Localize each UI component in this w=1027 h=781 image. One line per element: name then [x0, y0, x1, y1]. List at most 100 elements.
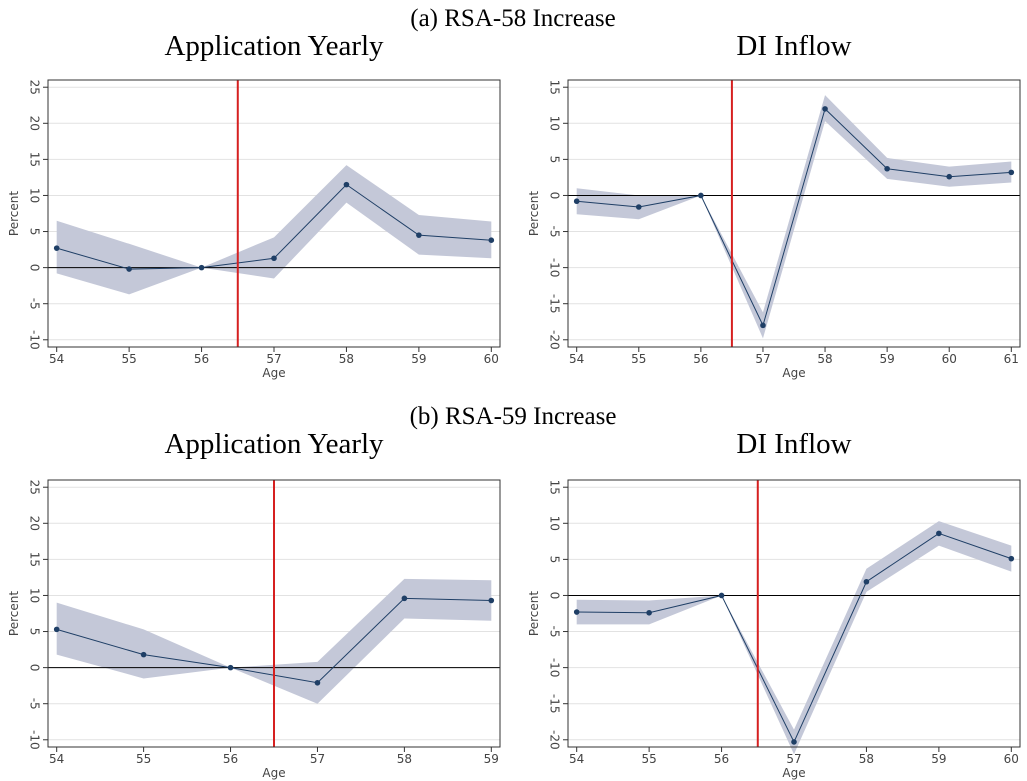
x-tick-label: 56 — [693, 352, 708, 366]
y-tick-label: 10 — [28, 188, 42, 203]
x-tick-label: 57 — [786, 752, 801, 766]
x-tick-label: 55 — [631, 352, 646, 366]
chart-panel: Application Yearly -10 -5 0 5 10 15 20 25 54 55 56 5… — [7, 428, 501, 780]
y-axis-label: Percent — [7, 591, 21, 636]
point — [760, 322, 766, 329]
y-tick-label: -15 — [548, 694, 562, 714]
y-axis-label: Percent — [7, 191, 21, 236]
series-line — [576, 107, 1012, 327]
x-tick-label: 54 — [569, 752, 584, 766]
y-tick-label: 10 — [548, 116, 562, 131]
x-axis-label: Age — [782, 766, 805, 780]
point — [791, 739, 797, 745]
y-tick-label: 15 — [548, 480, 562, 495]
point — [343, 181, 350, 188]
x-tick-label: 56 — [714, 752, 729, 766]
chart-title: Application Yearly — [164, 30, 384, 62]
y-tick-label: 10 — [548, 516, 562, 531]
y-tick-label: 5 — [28, 628, 42, 636]
y-axis-label: Percent — [527, 591, 541, 636]
y-tick-label: 0 — [28, 264, 42, 272]
x-tick-label: 56 — [223, 752, 238, 766]
point — [573, 609, 580, 615]
y-tick-label: -20 — [548, 730, 562, 750]
y-tick-label: -5 — [28, 298, 42, 310]
confidence-band — [56, 578, 492, 704]
x-tick-label: 57 — [755, 352, 770, 366]
plot-frame — [567, 79, 1021, 348]
x-tick-label: 58 — [859, 752, 874, 766]
x-tick-label: 58 — [397, 752, 412, 766]
point — [1008, 555, 1015, 562]
point — [416, 232, 422, 238]
point — [198, 264, 205, 271]
point — [635, 204, 642, 210]
y-tick-label: 25 — [28, 480, 42, 495]
x-tick-label: 55 — [121, 352, 136, 366]
y-tick-label: -10 — [548, 258, 562, 278]
plot-frame — [47, 479, 501, 748]
x-tick-label: 59 — [879, 352, 894, 366]
point — [314, 679, 321, 686]
y-tick-label: 15 — [28, 152, 42, 167]
y-tick-label: -20 — [548, 330, 562, 350]
x-tick-label: 58 — [817, 352, 832, 366]
plot-area — [48, 80, 500, 347]
y-tick-label: 20 — [28, 516, 42, 531]
y-tick-label: -10 — [28, 730, 42, 750]
x-axis-label: Age — [782, 366, 805, 380]
panel-heading: (a) RSA-58 Increase — [410, 5, 615, 32]
x-tick-label: 57 — [266, 352, 281, 366]
y-tick-label: 15 — [548, 80, 562, 95]
y-tick-label: 5 — [548, 156, 562, 164]
point — [227, 664, 234, 671]
x-tick-label: 58 — [339, 352, 354, 366]
x-tick-label: 57 — [310, 752, 325, 766]
chart-title: DI Inflow — [736, 30, 851, 62]
x-tick-label: 54 — [49, 752, 64, 766]
y-tick-label: 25 — [28, 80, 42, 95]
y-tick-label: -15 — [548, 294, 562, 314]
x-tick-label: 60 — [942, 352, 957, 366]
plot-frame — [47, 79, 501, 348]
y-tick-label: 5 — [548, 556, 562, 564]
point — [1008, 169, 1015, 176]
y-tick-label: 0 — [28, 664, 42, 672]
y-tick-label: 5 — [28, 228, 42, 236]
point — [863, 578, 870, 585]
y-tick-label: 10 — [28, 588, 42, 603]
plot-frame — [567, 479, 1021, 748]
x-tick-label: 61 — [1004, 352, 1019, 366]
y-tick-label: -5 — [28, 698, 42, 710]
x-tick-label: 54 — [49, 352, 64, 366]
point — [884, 165, 890, 172]
y-tick-label: -10 — [548, 658, 562, 678]
confidence-band — [576, 521, 1012, 755]
chart-title: Application Yearly — [164, 428, 384, 460]
x-tick-label: 55 — [641, 752, 656, 766]
point — [53, 245, 60, 251]
y-tick-label: -5 — [548, 226, 562, 238]
x-axis-label: Age — [262, 366, 285, 380]
point — [573, 198, 580, 205]
chart-panel: DI Inflow -20 -15 -10 -5 0 5 10 15 54 55 56 57 58 59 60… — [527, 30, 1021, 380]
point — [401, 595, 408, 602]
y-axis-label: Percent — [527, 191, 541, 236]
x-tick-label: 54 — [569, 352, 584, 366]
chart-panel: DI Inflow -20 -15 -10 -5 0 5 10 15 54 55 56 57 58 59 60… — [527, 428, 1021, 780]
point — [126, 266, 132, 272]
point — [271, 255, 277, 262]
x-tick-label: 56 — [194, 352, 209, 366]
y-tick-label: 0 — [548, 192, 562, 200]
point — [946, 173, 953, 180]
x-axis-label: Age — [262, 766, 285, 780]
point — [53, 626, 60, 633]
point — [822, 106, 828, 112]
y-tick-label: 0 — [548, 592, 562, 600]
x-tick-label: 59 — [411, 352, 426, 366]
y-tick-label: 15 — [28, 552, 42, 567]
point — [140, 651, 147, 658]
point — [698, 192, 704, 199]
confidence-band — [56, 165, 492, 295]
